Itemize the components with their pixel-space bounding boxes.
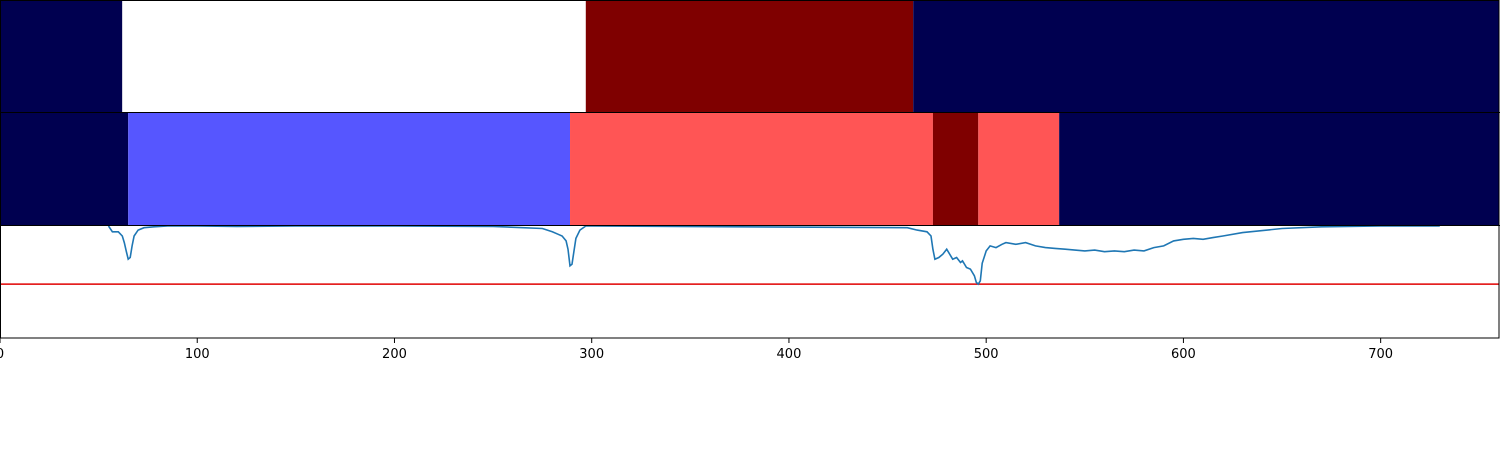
segment-row-2-bar-3 (570, 113, 933, 225)
segment-row-2-bar-1 (0, 113, 129, 225)
x-axis: 0 100 200 300 400 500 600 700 (0, 0, 1500, 362)
plot-frame (0, 0, 1500, 339)
x-tick-label-600: 600 (1171, 347, 1196, 362)
segment-row-1-bar-2 (122, 0, 586, 112)
segment-row-1-bar-3 (585, 0, 914, 112)
x-tick-label-300: 300 (579, 347, 604, 362)
signal-plot (0, 226, 1499, 286)
segment-row-2-bar-2 (128, 113, 571, 225)
segment-rows (0, 0, 1500, 226)
x-tick-label-500: 500 (974, 347, 999, 362)
segment-row-2-bar-6 (1059, 113, 1499, 225)
x-tick-label-700: 700 (1368, 347, 1393, 362)
x-tick-label-200: 200 (382, 347, 407, 362)
segment-row-2-bar-4 (932, 113, 979, 225)
segment-row-1-bar-1 (0, 0, 123, 112)
segment-row-1-bar-4 (913, 0, 1499, 112)
x-tick-label-100: 100 (185, 347, 210, 362)
x-tick-label-400: 400 (777, 347, 802, 362)
signal-line (107, 226, 1440, 286)
segment-row-2-bar-5 (978, 113, 1060, 225)
x-tick-label-0: 0 (0, 347, 4, 362)
